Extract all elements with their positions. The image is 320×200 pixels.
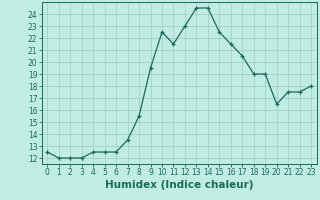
X-axis label: Humidex (Indice chaleur): Humidex (Indice chaleur) — [105, 180, 253, 190]
